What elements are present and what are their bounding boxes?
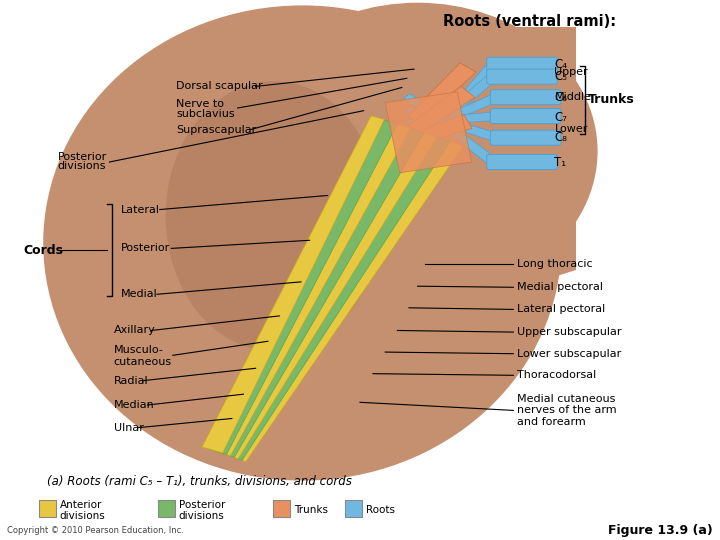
Text: Lateral pectoral: Lateral pectoral <box>517 305 606 314</box>
Polygon shape <box>408 63 476 124</box>
Text: Lateral: Lateral <box>121 205 160 214</box>
Ellipse shape <box>238 3 598 300</box>
Text: Upper: Upper <box>554 67 588 77</box>
FancyBboxPatch shape <box>490 90 561 105</box>
Text: Lower: Lower <box>554 124 588 133</box>
Text: Roots (ventral rami):: Roots (ventral rami): <box>443 14 616 29</box>
Polygon shape <box>404 93 498 165</box>
Polygon shape <box>226 141 463 462</box>
Text: Thoracodorsal: Thoracodorsal <box>517 370 596 380</box>
Polygon shape <box>222 137 450 460</box>
Text: Dorsal scapular: Dorsal scapular <box>176 82 263 91</box>
Text: T₁: T₁ <box>554 156 567 168</box>
Polygon shape <box>405 93 500 139</box>
Text: subclavius: subclavius <box>176 110 235 119</box>
Polygon shape <box>218 133 437 459</box>
Text: Radial: Radial <box>114 376 148 386</box>
Text: Axillary: Axillary <box>114 326 156 335</box>
Text: C₇: C₇ <box>554 111 567 124</box>
Polygon shape <box>406 112 498 126</box>
Text: Medial pectoral: Medial pectoral <box>517 282 603 292</box>
Text: C₈: C₈ <box>554 131 567 144</box>
Text: Figure 13.9 (a): Figure 13.9 (a) <box>608 524 713 537</box>
Text: Musculo-: Musculo- <box>114 345 163 355</box>
Text: C₅: C₅ <box>554 70 567 83</box>
Text: divisions: divisions <box>58 161 106 171</box>
Text: Trunks: Trunks <box>588 93 635 106</box>
Polygon shape <box>432 27 576 297</box>
Text: cutaneous: cutaneous <box>114 357 172 367</box>
FancyBboxPatch shape <box>39 500 56 517</box>
Text: C₆: C₆ <box>554 91 567 104</box>
Text: Trunks: Trunks <box>294 505 328 515</box>
Text: C₄: C₄ <box>554 58 567 71</box>
Text: Posterior
divisions: Posterior divisions <box>179 500 225 521</box>
Text: Posterior: Posterior <box>121 244 170 253</box>
FancyBboxPatch shape <box>490 109 561 124</box>
FancyBboxPatch shape <box>487 154 557 170</box>
Polygon shape <box>403 63 498 165</box>
Ellipse shape <box>166 81 382 351</box>
Text: Medial: Medial <box>121 289 158 299</box>
Polygon shape <box>202 116 384 453</box>
Polygon shape <box>214 129 424 457</box>
FancyBboxPatch shape <box>487 69 557 84</box>
Polygon shape <box>404 74 498 152</box>
Polygon shape <box>210 124 410 456</box>
Text: Anterior
divisions: Anterior divisions <box>60 500 106 521</box>
FancyBboxPatch shape <box>490 130 561 145</box>
Text: Roots: Roots <box>366 505 395 515</box>
Polygon shape <box>405 106 499 141</box>
Text: Medial cutaneous
nerves of the arm
and forearm: Medial cutaneous nerves of the arm and f… <box>517 394 616 427</box>
Polygon shape <box>206 120 397 454</box>
Polygon shape <box>385 92 472 173</box>
Text: Suprascapular: Suprascapular <box>176 125 256 134</box>
Text: Nerve to: Nerve to <box>176 99 225 109</box>
Text: Median: Median <box>114 400 155 410</box>
Text: Middle: Middle <box>554 92 591 102</box>
Text: (a) Roots (rami C₅ – T₁), trunks, divisions, and cords: (a) Roots (rami C₅ – T₁), trunks, divisi… <box>47 475 351 488</box>
Text: Upper subscapular: Upper subscapular <box>517 327 621 337</box>
FancyBboxPatch shape <box>345 500 362 517</box>
FancyBboxPatch shape <box>487 57 557 72</box>
FancyBboxPatch shape <box>273 500 290 517</box>
Text: Long thoracic: Long thoracic <box>517 259 593 268</box>
Text: Lower subscapular: Lower subscapular <box>517 349 621 359</box>
Ellipse shape <box>43 5 562 481</box>
Text: Posterior: Posterior <box>58 152 107 161</box>
Polygon shape <box>408 86 475 134</box>
Text: Cords: Cords <box>23 244 63 256</box>
Polygon shape <box>411 114 472 145</box>
Text: Copyright © 2010 Pearson Education, Inc.: Copyright © 2010 Pearson Education, Inc. <box>7 526 184 535</box>
Text: Ulnar: Ulnar <box>114 423 143 433</box>
FancyBboxPatch shape <box>158 500 175 517</box>
